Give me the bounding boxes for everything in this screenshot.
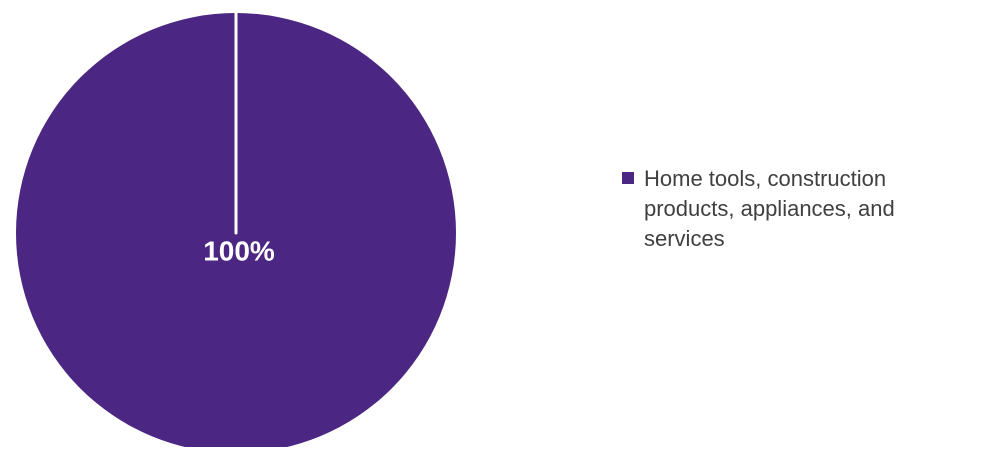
legend-label: Home tools, construction products, appli… <box>644 166 895 251</box>
legend-swatch <box>622 172 634 184</box>
slice-data-label: 100% <box>203 235 275 266</box>
legend: Home tools, construction products, appli… <box>622 164 992 254</box>
